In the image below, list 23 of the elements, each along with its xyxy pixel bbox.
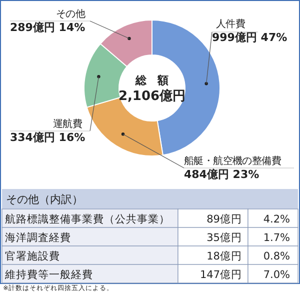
data-label: 89億円	[206, 212, 242, 226]
slice-label: 運航費	[52, 118, 82, 130]
data-label: 147億円	[200, 268, 242, 281]
slice-label: その他	[56, 8, 86, 20]
data-label: 1.7%	[263, 232, 290, 244]
category-label: 官署施設費	[5, 250, 60, 262]
category-label: 維持費等一般経費	[4, 268, 93, 281]
data-label: 289億円 14%	[10, 21, 86, 34]
text: 総 額	[134, 74, 168, 87]
data-label: 4.2%	[263, 214, 290, 226]
text: その他（内訳）	[6, 193, 83, 206]
data-label: 0.8%	[263, 250, 290, 262]
data-label: 18億円	[206, 250, 242, 262]
category-label: 航路標識整備事業費（公共事業）	[5, 212, 170, 226]
slice-label: 船艇・航空機の整備費	[184, 155, 282, 167]
data-label: 484億円 23%	[184, 168, 260, 181]
slice-label: 人件費	[216, 18, 246, 30]
data-label: 35億円	[206, 231, 242, 244]
data-label: 334億円 16%	[10, 131, 86, 144]
data-label: 999億円 47%	[212, 31, 288, 44]
text: 2,106億円	[118, 88, 186, 104]
data-label: 7.0%	[263, 269, 290, 281]
category-label: 海洋調査経費	[5, 231, 71, 244]
